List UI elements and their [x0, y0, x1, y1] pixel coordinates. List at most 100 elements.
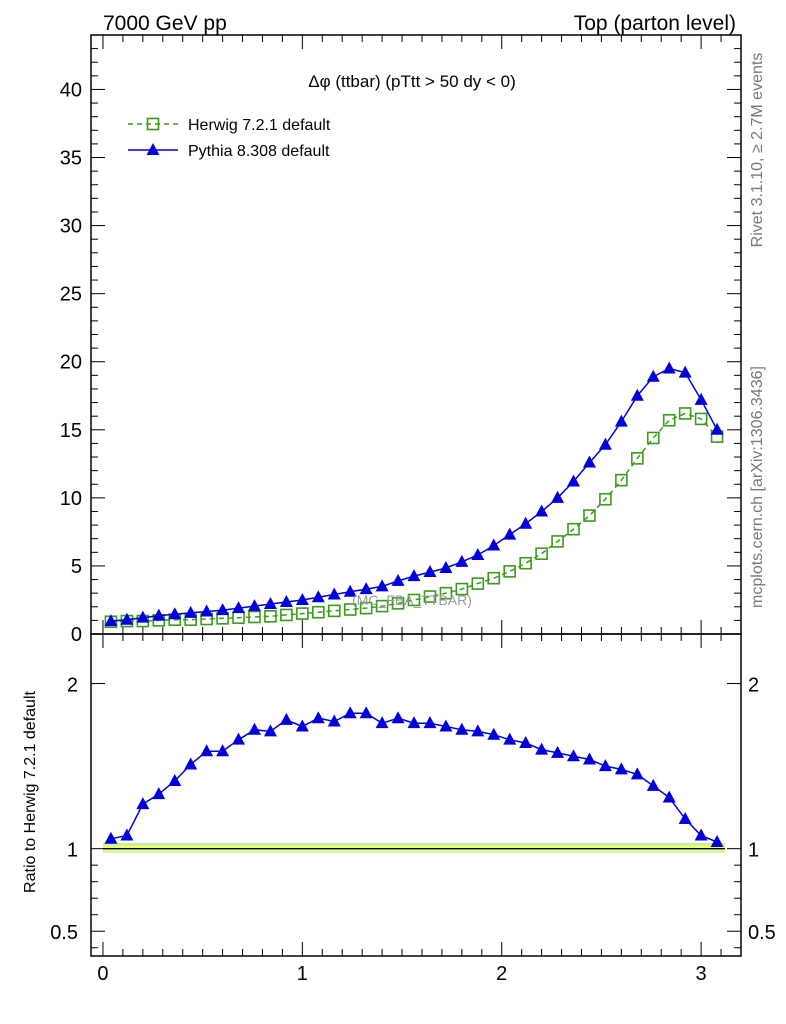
pythia-marker: [311, 590, 325, 603]
herwig-marker: [567, 522, 580, 536]
pythia-marker: [439, 560, 453, 573]
herwig-marker: [519, 556, 532, 570]
pythia-marker: [678, 365, 692, 378]
pythia-marker: [279, 595, 293, 608]
pythia-marker: [104, 614, 118, 627]
pythia-marker: [184, 605, 198, 618]
y-tick-label: 35: [60, 148, 82, 170]
pythia-marker: [247, 599, 261, 612]
y-tick-label: 0: [71, 624, 82, 646]
pythia-marker: [535, 504, 549, 517]
x-tick-label: 1: [297, 963, 308, 985]
pythia-marker: [535, 742, 549, 755]
pythia-marker: [200, 604, 214, 617]
herwig-marker: [407, 593, 421, 607]
pythia-marker: [471, 548, 485, 561]
y-tick-label: 20: [60, 352, 82, 374]
x-tick-label: 2: [496, 963, 507, 985]
pythia-marker: [120, 612, 134, 625]
pythia-marker: [295, 592, 309, 605]
pythia-marker: [694, 828, 708, 841]
plot-title: Δφ (ttbar) (pTtt > 50 dy < 0): [308, 72, 516, 91]
herwig-marker: [678, 407, 692, 420]
ratio-panel: 0.5 0.5 1 1 2 2 0 1 2 3: [50, 633, 776, 985]
pythia-marker: [136, 797, 150, 810]
pythia-marker: [630, 388, 644, 401]
pythia-marker: [471, 724, 485, 737]
pythia-marker: [375, 579, 389, 592]
pythia-marker: [503, 527, 517, 540]
pythia-marker: [567, 749, 581, 762]
ratio-series: [102, 706, 726, 850]
pythia-marker: [327, 714, 341, 727]
pythia-marker: [423, 565, 437, 578]
ratio-y-tick-label-right: 2: [748, 675, 759, 697]
herwig-marker: [343, 603, 357, 616]
pythia-marker: [662, 361, 676, 374]
herwig-marker: [248, 610, 261, 624]
herwig-marker: [359, 601, 373, 615]
pythia-marker: [146, 143, 160, 155]
legend-pythia-label: Pythia 8.308 default: [188, 143, 330, 160]
herwig-marker: [503, 565, 517, 578]
pythia-marker: [710, 835, 724, 848]
ratio-frame: [90, 633, 742, 957]
herwig-marker: [455, 582, 469, 596]
pythia-marker: [487, 538, 501, 551]
pythia-marker: [263, 724, 277, 737]
herwig-marker: [296, 607, 309, 620]
herwig-line: [110, 412, 718, 623]
y-tick-label: 30: [60, 216, 82, 238]
ratio-band: [102, 842, 726, 853]
y-tick-label: 15: [60, 420, 82, 442]
pythia-marker: [678, 811, 692, 824]
ratio-ylabel: Ratio to Herwig 7.2.1 default: [22, 691, 39, 893]
herwig-marker: [471, 577, 485, 590]
watermark: (MC_FBA_TTBAR): [352, 592, 472, 608]
pythia-marker: [184, 757, 198, 770]
pythia-marker: [455, 722, 469, 735]
main-series: [104, 361, 724, 629]
pythia-marker: [136, 610, 150, 623]
pythia-marker: [551, 490, 565, 503]
ratio-y-tick-label: 0.5: [50, 922, 78, 944]
pythia-marker: [519, 516, 533, 529]
pythia-marker: [614, 762, 628, 775]
pythia-marker: [646, 369, 660, 382]
herwig-marker: [535, 547, 548, 560]
pythia-marker: [152, 608, 166, 621]
pythia-marker: [662, 790, 676, 803]
herwig-marker: [375, 599, 389, 613]
pythia-marker: [503, 732, 517, 745]
herwig-marker: [551, 535, 564, 548]
pythia-marker: [582, 455, 596, 468]
pythia-marker: [247, 722, 261, 735]
ratio-y-tick-label: 2: [67, 675, 78, 697]
pythia-marker: [279, 712, 293, 725]
herwig-marker: [631, 452, 644, 465]
pythia-marker: [694, 392, 708, 405]
pythia-marker: [232, 601, 246, 614]
y-tick-label: 25: [60, 284, 82, 306]
mcplots-label: mcplots.cern.ch [arXiv:1306.3436]: [749, 366, 766, 608]
y-tick-label: 40: [60, 79, 82, 101]
herwig-marker: [146, 117, 160, 131]
pythia-marker: [582, 752, 596, 765]
legend: Herwig 7.2.1 default Pythia 8.308 default: [128, 117, 331, 160]
herwig-marker: [646, 431, 660, 445]
ratio-y-tick-label-right: 0.5: [748, 922, 776, 944]
x-tick-label: 0: [97, 963, 108, 985]
herwig-marker: [615, 473, 628, 487]
herwig-marker: [312, 605, 325, 619]
pythia-ratio-line: [110, 712, 718, 843]
pythia-marker: [295, 719, 309, 732]
herwig-marker: [694, 412, 708, 426]
header-left: 7000 GeV pp: [103, 12, 227, 35]
pythia-marker: [391, 711, 405, 724]
ratio-y-tick-label: 1: [67, 840, 78, 862]
pythia-marker: [407, 716, 421, 729]
pythia-marker: [375, 716, 389, 729]
pythia-marker: [168, 607, 182, 620]
pythia-marker: [710, 422, 724, 435]
